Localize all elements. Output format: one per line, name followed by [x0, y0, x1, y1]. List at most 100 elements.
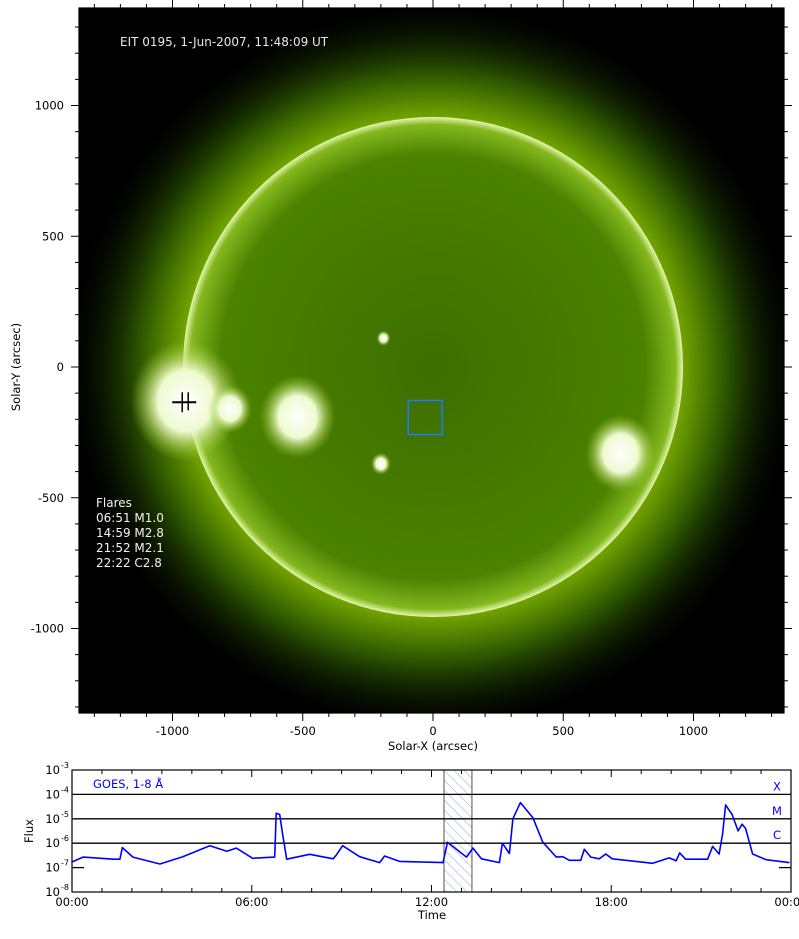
solar-disk: [183, 117, 683, 617]
goes-data-point: [159, 863, 161, 865]
goes-data-point: [472, 847, 474, 849]
active-region: [130, 340, 241, 462]
goes-data-point: [274, 856, 276, 858]
goes-data-point: [252, 857, 254, 859]
y-tick-label: 10: [45, 861, 60, 875]
goes-data-point: [332, 858, 334, 860]
flares-header: Flares: [96, 496, 132, 510]
goes-data-point: [512, 818, 514, 820]
y-tick-label: -500: [38, 491, 64, 505]
goes-data-point: [286, 858, 288, 860]
goes-data-point: [583, 848, 585, 850]
y-tick-exponent: -6: [61, 834, 69, 843]
goes-data-point: [712, 845, 714, 847]
goes-data-point: [721, 833, 724, 835]
goes-data-point: [275, 812, 277, 814]
goes-data-point: [555, 856, 557, 858]
x-tick-label: 18:00: [595, 895, 628, 909]
y-tick-exponent: -5: [61, 810, 69, 819]
y-tick-label: 10: [45, 836, 60, 850]
x-tick-label: 1000: [679, 724, 708, 738]
y-axis-label: Flux: [22, 819, 36, 843]
flare-line: 06:51 M1.0: [96, 511, 164, 525]
goes-panel: XMC00:0006:0012:0018:0000:0010-310-410-5…: [22, 761, 799, 922]
flare-line: 14:59 M2.8: [96, 526, 164, 540]
goes-data-point: [383, 855, 386, 857]
goes-data-point: [590, 856, 592, 858]
x-tick-label: 00:00: [55, 895, 88, 909]
plot-area: [72, 770, 791, 892]
goes-data-point: [182, 856, 184, 858]
x-tick-label: 06:00: [235, 895, 268, 909]
y-tick-label: 10: [45, 787, 60, 801]
goes-data-point: [788, 862, 790, 864]
goes-data-point: [235, 847, 237, 849]
goes-data-point: [679, 852, 681, 854]
y-tick-label: 0: [57, 360, 64, 374]
highlight-interval: [443, 769, 473, 893]
y-tick-label: 10: [45, 885, 60, 899]
y-tick-label: 1000: [35, 99, 64, 113]
class-label: X: [773, 779, 781, 793]
goes-data-point: [532, 817, 534, 819]
goes-data-point: [724, 804, 727, 806]
goes-data-point: [731, 813, 733, 816]
legend-goes: GOES, 1-8 Å: [93, 776, 163, 791]
goes-data-point: [119, 858, 121, 860]
plot-frame: [71, 769, 792, 893]
goes-data-point: [605, 853, 607, 855]
x-tick-label: 500: [552, 724, 574, 738]
x-tick-label: -500: [290, 724, 316, 738]
goes-data-point: [751, 853, 754, 855]
flares-annotation: Flares 06:51 M1.0 14:59 M2.8 21:52 M2.1 …: [96, 496, 164, 570]
goes-data-point: [309, 853, 311, 855]
active-region: [376, 330, 391, 346]
goes-data-point: [744, 827, 747, 830]
goes-data-point: [209, 845, 211, 847]
class-label: M: [772, 804, 782, 818]
goes-data-point: [652, 862, 654, 864]
goes-data-point: [718, 853, 720, 855]
x-tick-label: -1000: [156, 724, 189, 738]
y-tick-exponent: -7: [61, 859, 69, 868]
goes-data-point: [542, 841, 544, 843]
flare-line: 21:52 M2.1: [96, 541, 164, 555]
y-tick-exponent: -4: [61, 785, 69, 794]
goes-data-point: [508, 852, 510, 855]
y-tick-label: 500: [42, 229, 64, 243]
goes-data-point: [568, 859, 570, 861]
goes-data-point: [378, 862, 381, 864]
goes-data-point: [501, 842, 504, 844]
x-tick-label: 12:00: [415, 895, 448, 909]
active-region: [370, 452, 391, 475]
y-tick-exponent: -8: [61, 883, 69, 892]
goes-data-point: [737, 830, 739, 832]
flare-line: 22:22 C2.8: [96, 556, 162, 570]
goes-data-point: [741, 823, 743, 825]
goes-data-point: [342, 845, 344, 847]
goes-data-point: [82, 856, 84, 858]
goes-data-point: [359, 856, 361, 858]
goes-data-point: [668, 857, 670, 859]
goes-data-point: [446, 841, 449, 843]
goes-data-point: [442, 862, 444, 864]
class-label: C: [773, 828, 781, 842]
y-tick-label: 10: [45, 812, 60, 826]
goes-data-point: [282, 834, 284, 836]
goes-data-point: [465, 856, 468, 858]
image-frame: [78, 7, 785, 714]
x-tick-label: 00:00: [774, 895, 799, 909]
goes-data-point: [112, 858, 115, 860]
y-tick-label: -1000: [31, 622, 64, 636]
goes-data-point: [580, 859, 582, 861]
goes-data-point: [398, 860, 401, 862]
goes-data-point: [498, 862, 501, 864]
image-title: EIT 0195, 1-Jun-2007, 11:48:09 UT: [120, 35, 329, 49]
y-tick-exponent: -3: [61, 761, 69, 770]
y-axis-label: Solar-Y (arcsec): [9, 323, 23, 411]
goes-data-point: [480, 858, 483, 860]
goes-data-point: [226, 850, 228, 852]
goes-data-point: [121, 847, 124, 849]
goes-data-point: [132, 856, 134, 858]
